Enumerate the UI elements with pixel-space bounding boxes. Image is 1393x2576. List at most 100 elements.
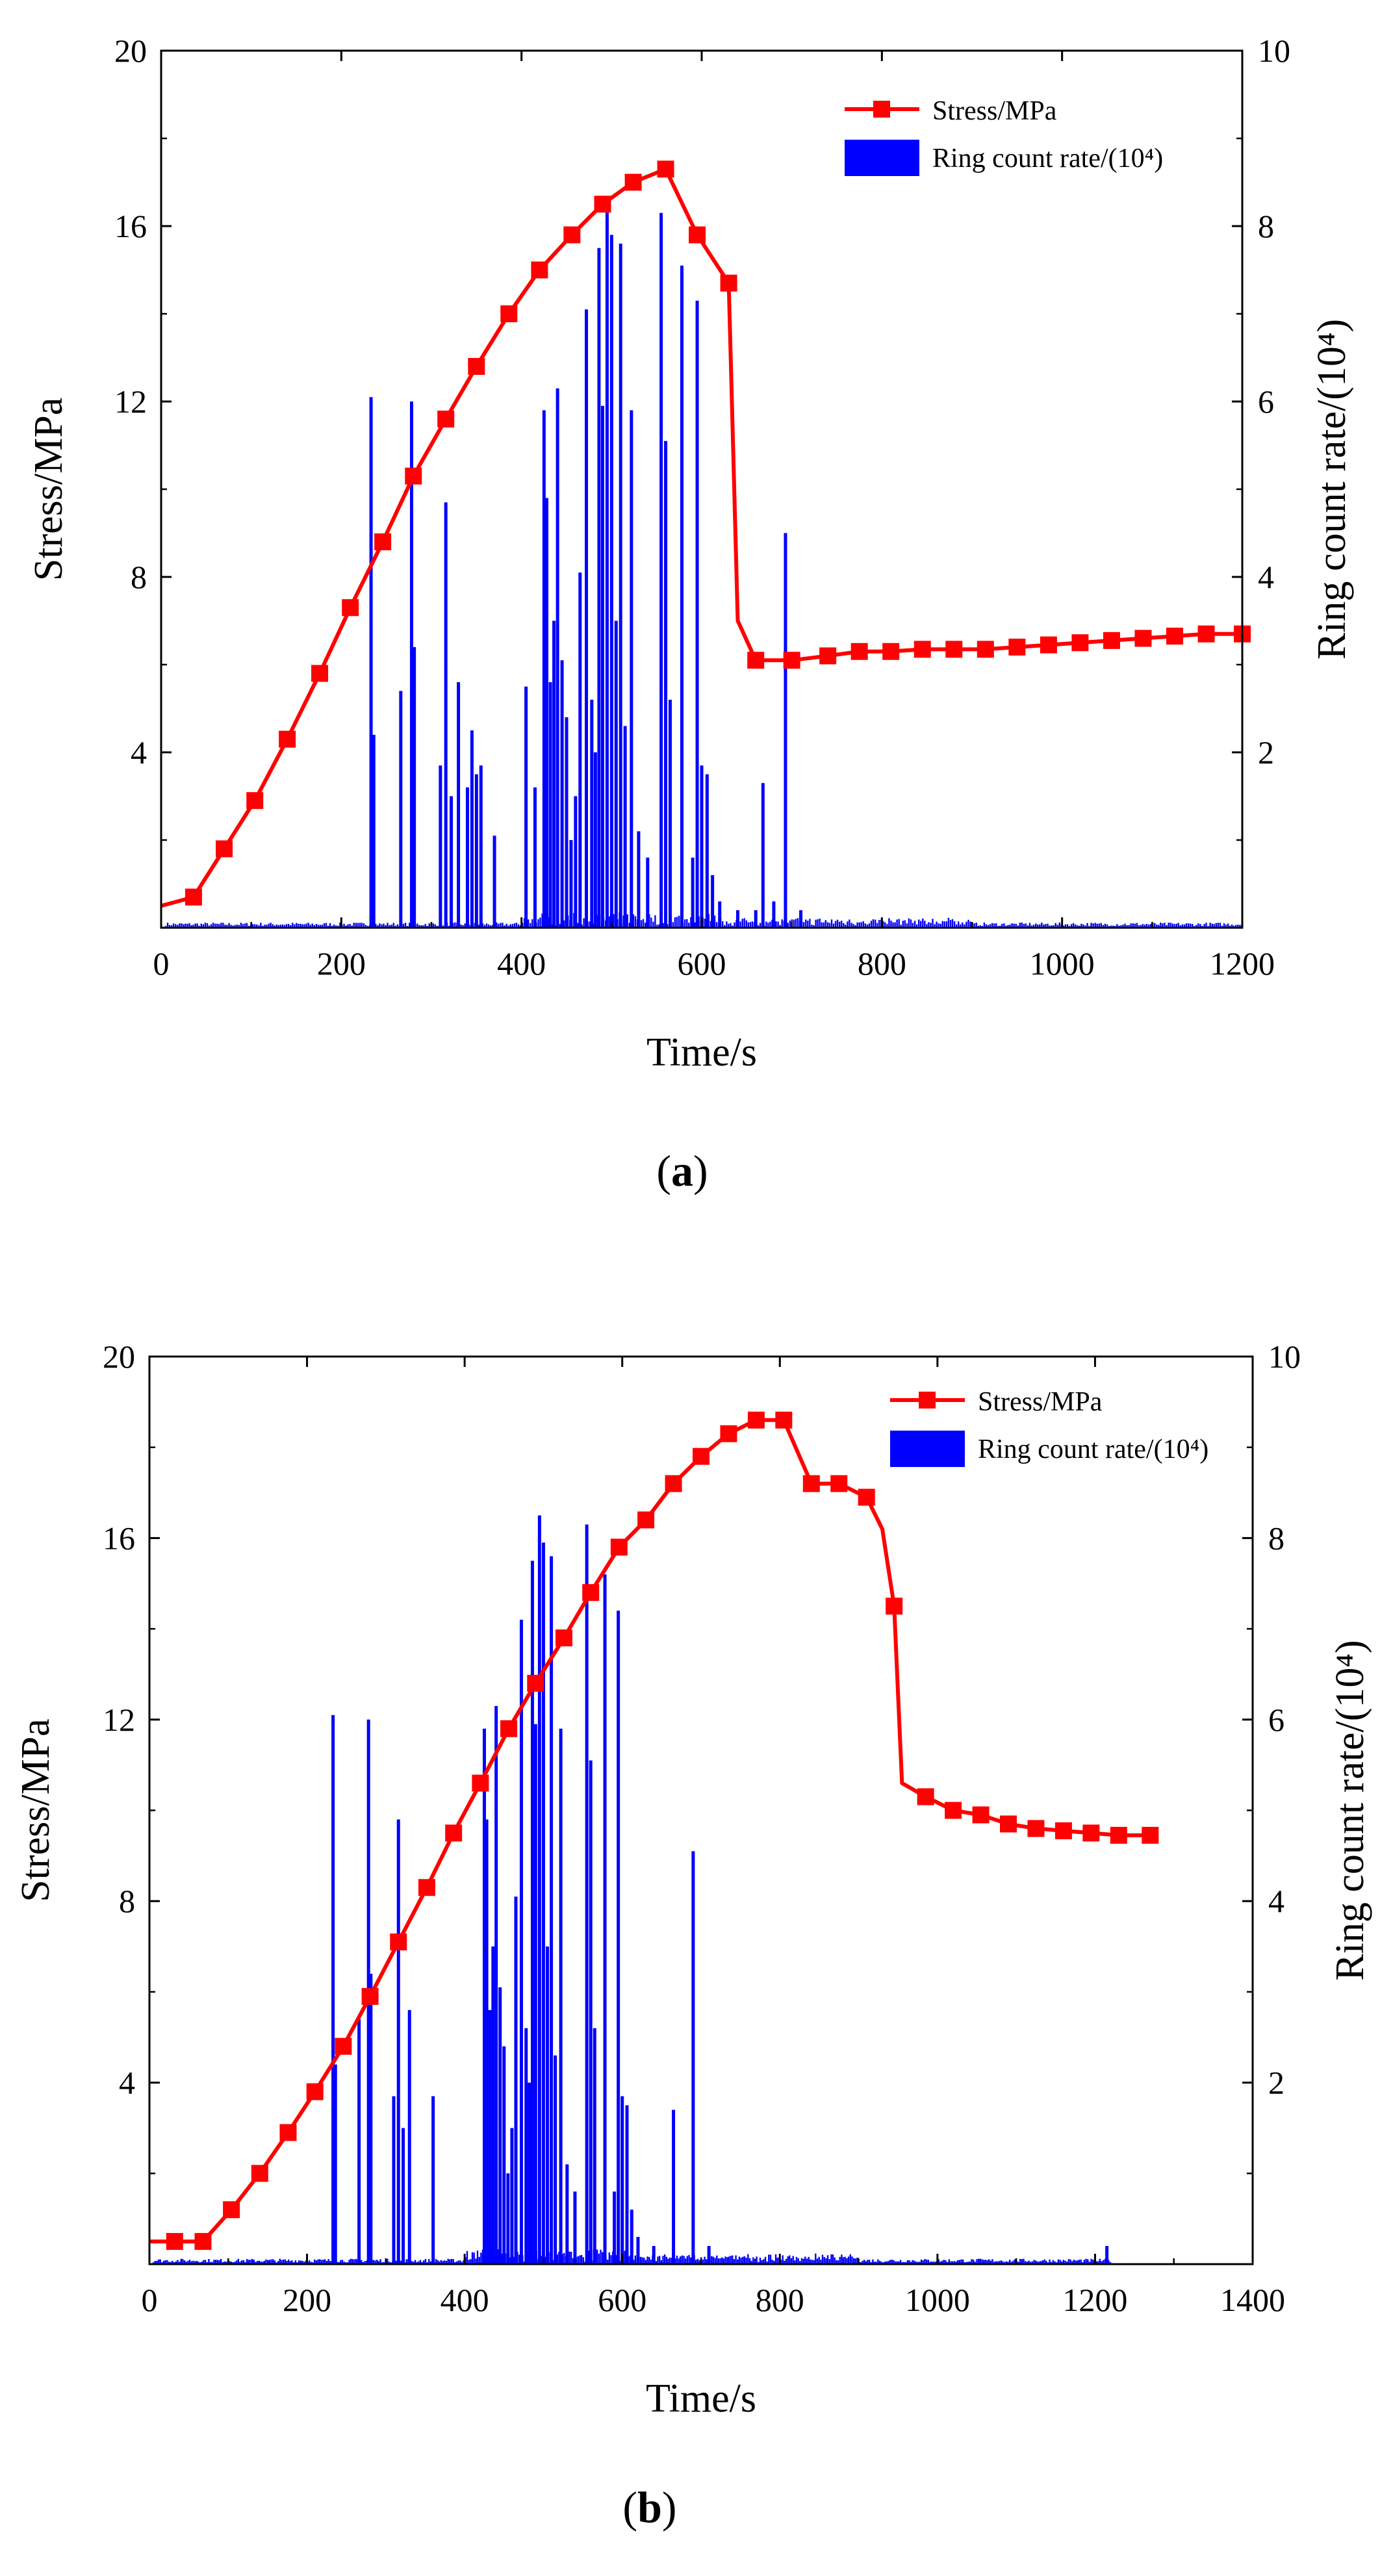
p1-stress-marker — [1027, 1820, 1045, 1837]
p0-legend-stress-label: Stress/MPa — [932, 96, 1057, 126]
p1-y-tick-label: 12 — [103, 1702, 135, 1738]
chart-panel-b: 0 200 400 600 800 1000 1200 140048121620246810T… — [14, 1338, 1372, 2421]
p0-x-tick-label: 400 — [497, 945, 546, 982]
p1-stress-marker — [527, 1674, 544, 1692]
p1-y2-tick-label: 8 — [1268, 1520, 1284, 1556]
p1-ring-count-series — [152, 1515, 1112, 2264]
p0-y-tick-label: 12 — [114, 383, 147, 420]
p1-stress-marker — [445, 1824, 463, 1842]
p0-stress-marker — [945, 641, 963, 658]
p0-stress-marker — [437, 411, 455, 427]
p1-stress-marker — [251, 2165, 268, 2182]
p1-stress-marker — [830, 1475, 848, 1492]
p0-stress-marker — [185, 888, 202, 906]
p0-stress-marker — [216, 840, 233, 858]
p1-stress-marker — [555, 1629, 572, 1647]
p1-y2-tick-label: 4 — [1268, 1883, 1284, 1919]
p1-stress-marker — [223, 2201, 240, 2219]
p1-stress-marker — [1142, 1826, 1159, 1844]
p0-y-tick-label: 8 — [131, 559, 147, 595]
p0-y-axis-title: Stress/MPa — [27, 398, 71, 581]
p1-legend-stress-marker — [919, 1392, 936, 1409]
p1-y-tick-label: 20 — [103, 1338, 135, 1375]
p0-stress-marker — [1197, 625, 1215, 643]
p1-stress-marker — [361, 1987, 379, 2005]
p1-y2-tick-label: 6 — [1268, 1702, 1284, 1738]
p0-stress-marker — [279, 730, 296, 748]
p1-stress-marker — [610, 1538, 628, 1556]
p0-stress-marker — [747, 652, 765, 669]
p0-x-tick-label: 800 — [858, 945, 906, 982]
p1-stress-marker — [665, 1475, 682, 1492]
p1-stress-marker — [500, 1720, 518, 1737]
p0-y2-tick-label: 8 — [1258, 208, 1274, 244]
p0-stress-marker — [783, 652, 800, 669]
p1-stress-marker — [1054, 1822, 1072, 1839]
p1-stress-marker — [582, 1584, 600, 1601]
p1-stress-marker — [390, 1933, 407, 1951]
p0-stress-marker — [1166, 628, 1183, 645]
p0-stress-marker — [531, 261, 548, 279]
p1-y-tick-label: 16 — [103, 1520, 135, 1556]
p0-stress-marker — [468, 358, 485, 375]
p1-stress-marker — [886, 1598, 903, 1615]
p0-stress-marker — [594, 196, 611, 213]
p0-stress-marker — [720, 274, 737, 292]
chart-panel-a: 0 200 400 600 800 1000 120048121620246810Time/… — [27, 32, 1354, 1075]
p1-stress-marker — [335, 2037, 352, 2055]
p0-stress-marker — [882, 643, 900, 660]
p1-stress-marker — [693, 1447, 709, 1465]
p0-y2-tick-label: 6 — [1258, 383, 1274, 420]
p1-stress-marker — [279, 2124, 297, 2141]
p1-stress-marker — [972, 1806, 990, 1824]
p0-ring-count-series — [164, 204, 1243, 928]
panel-a-label: (a) — [656, 1146, 708, 1195]
p1-x-tick-label: 200 — [283, 2282, 331, 2318]
p1-stress-marker — [637, 1511, 655, 1529]
p1-x-tick-label: 1200 — [1062, 2282, 1127, 2318]
p1-y-tick-label: 8 — [119, 1883, 135, 1919]
p1-stress-marker — [775, 1411, 793, 1429]
p0-y2-tick-label: 4 — [1258, 559, 1274, 595]
p0-y2-tick-label: 10 — [1258, 32, 1290, 69]
p1-y-axis-title: Stress/MPa — [14, 1718, 58, 1902]
p1-stress-marker — [945, 1802, 962, 1819]
p0-stress-marker — [563, 226, 581, 244]
p1-stress-marker — [418, 1879, 435, 1896]
p1-y2-axis-title: Ring count rate/(10⁴) — [1328, 1640, 1372, 1980]
p1-x-tick-label: 1400 — [1220, 2282, 1285, 2318]
p1-stress-marker — [194, 2233, 212, 2251]
p0-y-tick-label: 16 — [114, 208, 147, 244]
p1-legend-stress-label: Stress/MPa — [978, 1387, 1103, 1417]
p0-y-tick-label: 20 — [114, 32, 147, 69]
p0-stress-marker — [1040, 636, 1057, 654]
p1-stress-series — [149, 1411, 1159, 2251]
p1-x-tick-label: 800 — [756, 2282, 804, 2318]
p0-stress-marker — [311, 665, 329, 682]
p0-stress-marker — [1008, 639, 1026, 656]
p0-x-tick-label: 200 — [317, 945, 366, 982]
p0-legend-ring-label: Ring count rate/(10⁴) — [932, 144, 1163, 173]
p0-stress-marker — [977, 641, 994, 658]
p0-stress-marker — [819, 647, 837, 665]
p1-stress-marker — [472, 1774, 489, 1792]
p1-stress-marker — [747, 1411, 765, 1429]
p0-stress-marker — [1134, 630, 1152, 647]
p0-stress-marker — [1103, 631, 1120, 649]
p0-stress-series — [160, 160, 1251, 908]
p1-x-tick-label: 400 — [441, 2282, 489, 2318]
p0-legend-stress-marker — [873, 101, 890, 118]
p1-x-tick-label: 600 — [598, 2282, 646, 2318]
p1-stress-marker — [306, 2083, 324, 2100]
p1-stress-marker — [802, 1475, 820, 1492]
p0-stress-marker — [657, 160, 674, 178]
p1-x-axis-title: Time/s — [646, 2377, 756, 2421]
p1-y2-tick-label: 2 — [1268, 2065, 1284, 2101]
p1-stress-marker — [1000, 1815, 1017, 1833]
p0-stress-marker — [624, 173, 642, 191]
p1-y2-tick-label: 10 — [1268, 1338, 1301, 1375]
p0-x-tick-label: 1200 — [1210, 945, 1275, 982]
p0-y2-axis-title: Ring count rate/(10⁴) — [1310, 319, 1354, 659]
p0-legend: Stress/MPa Ring count rate/(10⁴) — [845, 96, 1163, 176]
